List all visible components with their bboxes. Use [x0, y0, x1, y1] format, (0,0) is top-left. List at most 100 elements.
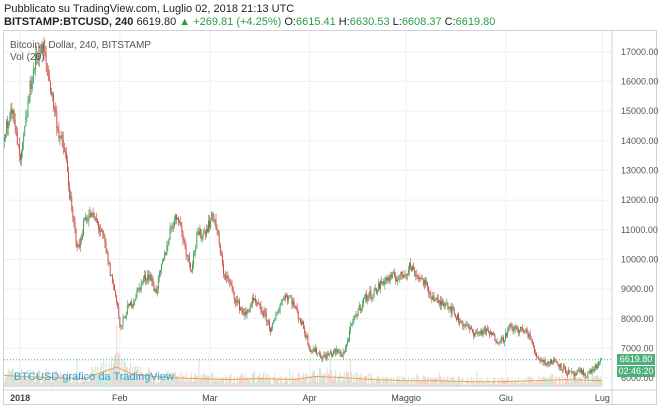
- candle-body: [478, 332, 480, 334]
- quote-header: BITSTAMP:BTCUSD, 240 6619.80 ▲ +269.81 (…: [4, 16, 495, 28]
- candle-body: [584, 374, 586, 376]
- volume-bar: [384, 380, 386, 387]
- candle-body: [145, 275, 146, 281]
- candle-body: [396, 279, 398, 282]
- volume-bar: [130, 363, 131, 387]
- candle-body: [193, 253, 195, 265]
- volume-bar: [71, 383, 73, 387]
- volume-bar: [65, 376, 67, 387]
- volume-bar: [578, 377, 580, 387]
- candle-body: [470, 327, 472, 330]
- candle-body: [342, 351, 344, 357]
- candle-body: [381, 281, 383, 284]
- candle-body: [568, 370, 570, 375]
- volume-bar: [18, 381, 20, 387]
- candle-body: [372, 294, 374, 298]
- volume-bar: [545, 377, 547, 387]
- candle-body: [562, 365, 564, 370]
- candle-body: [452, 306, 454, 310]
- volume-bar: [203, 372, 205, 387]
- volume-bar: [382, 376, 384, 387]
- y-tick-label: 8000.00: [621, 314, 654, 324]
- volume-bar: [237, 382, 239, 387]
- volume-bar: [194, 374, 196, 387]
- y-tick-label: 16000.00: [621, 76, 659, 86]
- series-legend[interactable]: Bitcoin / Dollar, 240, BITSTAMP: [10, 40, 151, 51]
- candle-body: [155, 288, 157, 293]
- candle-body: [443, 303, 445, 307]
- volume-bar: [427, 377, 429, 387]
- volume-bar: [37, 374, 39, 387]
- symbol-label[interactable]: BITSTAMP:BTCUSD, 240: [4, 16, 134, 28]
- candle-body: [184, 240, 186, 247]
- volume-bar: [72, 380, 74, 387]
- volume-bar: [422, 375, 424, 387]
- volume-bar: [542, 376, 544, 387]
- candle-body: [116, 294, 118, 303]
- candle-body: [420, 277, 422, 280]
- candle-body: [129, 303, 130, 306]
- volume-bar: [183, 376, 185, 387]
- candle-body: [529, 333, 531, 340]
- volume-bar: [189, 378, 191, 387]
- volume-bar: [583, 382, 585, 387]
- volume-bar: [514, 379, 516, 387]
- candle-body: [353, 316, 355, 323]
- volume-legend[interactable]: Vol (20): [10, 52, 45, 63]
- candle-body: [352, 322, 354, 324]
- candle-body: [240, 308, 242, 311]
- volume-bar: [506, 379, 508, 387]
- candle-body: [260, 305, 262, 312]
- volume-bar: [535, 382, 536, 387]
- candle-body: [439, 300, 441, 306]
- change-value: ▲ +269.81 (+4.25%): [179, 16, 282, 28]
- volume-bar: [157, 376, 159, 387]
- tradingview-watermark[interactable]: BTCUSD grafico da TradingView: [14, 371, 174, 383]
- volume-bar: [475, 382, 477, 387]
- candle-body: [48, 76, 50, 82]
- candle-body: [389, 274, 391, 281]
- volume-bar: [507, 378, 509, 387]
- candle-body: [272, 323, 274, 329]
- candle-body: [407, 270, 409, 274]
- volume-bar: [158, 382, 160, 387]
- candle-body: [30, 80, 32, 90]
- candle-body: [306, 335, 308, 338]
- candle-body: [457, 314, 458, 320]
- volume-bar: [104, 372, 106, 387]
- volume-bar: [215, 374, 217, 387]
- volume-bar: [13, 373, 15, 387]
- candle-body: [215, 220, 217, 229]
- volume-bar: [204, 374, 206, 387]
- x-tick-label: Feb: [112, 393, 128, 403]
- candle-body: [270, 328, 271, 332]
- candle-body: [133, 301, 135, 306]
- volume-bar: [395, 383, 396, 387]
- volume-bar: [350, 358, 352, 387]
- candle-body: [75, 228, 77, 243]
- volume-bar: [167, 369, 169, 387]
- volume-bar: [15, 377, 17, 387]
- candle-body: [335, 349, 337, 353]
- candle-body: [345, 343, 347, 349]
- volume-bar: [274, 373, 276, 387]
- candle-body: [119, 317, 121, 326]
- volume-bar: [59, 371, 61, 387]
- candle-body: [169, 228, 171, 239]
- candle-body: [480, 330, 482, 334]
- candle-body: [53, 94, 55, 108]
- candle-body: [411, 267, 412, 271]
- candle-body: [325, 355, 327, 359]
- volume-bar: [547, 376, 549, 387]
- candle-body: [572, 371, 574, 373]
- candle-body: [533, 347, 535, 353]
- volume-bar: [165, 373, 167, 387]
- volume-bar: [497, 378, 499, 387]
- volume-bar: [285, 377, 286, 387]
- volume-bar: [420, 380, 422, 387]
- x-tick-label: Mar: [202, 393, 218, 403]
- volume-bar: [56, 370, 58, 387]
- volume-bar: [419, 380, 421, 387]
- volume-bar: [88, 381, 90, 387]
